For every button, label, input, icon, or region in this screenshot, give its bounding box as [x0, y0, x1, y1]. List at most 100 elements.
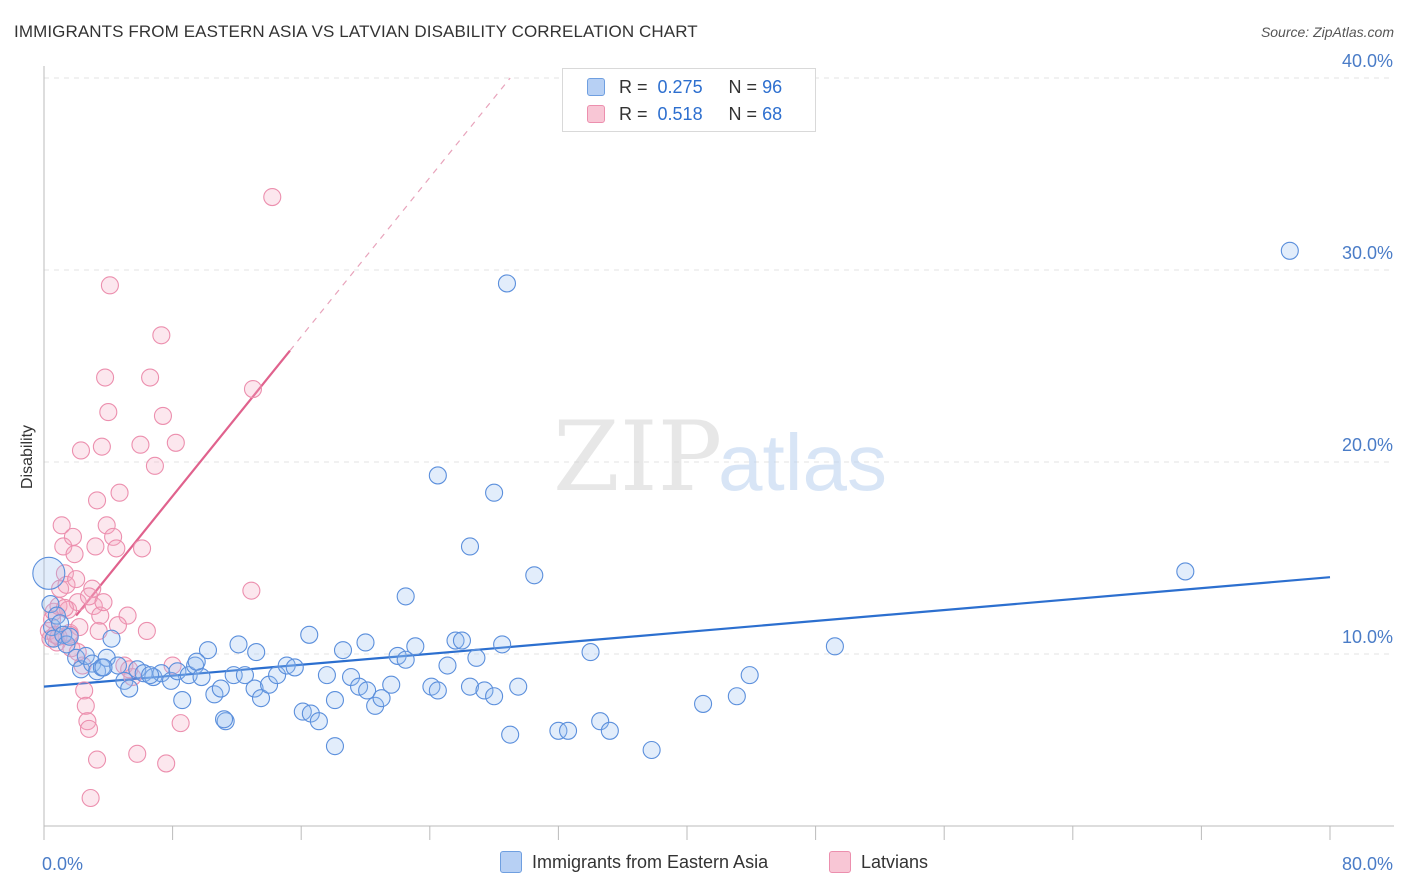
eastern-asia-point [446, 631, 465, 650]
latvians-point [171, 714, 190, 733]
watermark-atlas: atlas [718, 418, 887, 507]
latvians-point [52, 516, 71, 535]
eastern-asia-point [493, 635, 512, 654]
latvians-trend-line [75, 349, 291, 617]
legend-item-latvians: Latvians [829, 851, 928, 873]
legend-label-latvians: Latvians [861, 851, 929, 872]
eastern-asia-point [485, 687, 504, 706]
eastern-asia-point [32, 556, 66, 590]
eastern-asia-point [372, 689, 391, 708]
eastern-asia-point [356, 633, 375, 652]
eastern-asia-point [317, 666, 336, 685]
latvians-point [243, 379, 263, 399]
latvians-point [76, 696, 95, 715]
latvians-point [242, 581, 261, 600]
latvians-point [92, 437, 111, 456]
eastern-asia-point [333, 641, 353, 660]
latvians-trend-extension [289, 77, 511, 352]
axes [43, 66, 1394, 840]
latvians-point [97, 516, 116, 535]
eastern-asia-point [187, 652, 206, 671]
latvians-point [131, 435, 150, 454]
eastern-asia-point [366, 696, 385, 715]
eastern-asia-point [475, 681, 494, 700]
latvians-point [65, 545, 84, 564]
eastern-asia-point [694, 694, 713, 713]
eastern-asia-point [642, 740, 661, 760]
legend-swatch-pink [587, 105, 605, 123]
eastern-asia-point [509, 677, 528, 696]
eastern-asia-point [358, 681, 377, 700]
legend-n-label: N = [728, 103, 758, 124]
legend-item-eastern-asia: Immigrants from Eastern Asia [500, 851, 768, 873]
eastern-asia-point [406, 637, 425, 656]
latvians-point [87, 491, 107, 510]
legend-n-label: N = [728, 76, 758, 97]
eastern-asia-point [134, 664, 153, 683]
eastern-asia-point [247, 643, 266, 662]
eastern-asia-point [467, 648, 486, 667]
legend-swatch-blue [500, 851, 522, 873]
legend-swatch-pink [829, 851, 851, 873]
latvians-point [128, 744, 147, 763]
eastern-asia-point [600, 721, 619, 740]
stats-legend: R = 0.275 N = 96 R = 0.518 N = 68 [562, 68, 816, 132]
legend-r-value: 0.518 [657, 103, 703, 124]
legend-n-value: 68 [762, 103, 783, 124]
y-axis-label: Disability [19, 425, 36, 489]
latvians-point [81, 788, 100, 808]
grid-lines [44, 77, 1394, 655]
latvians-point [166, 433, 185, 452]
legend-row-latvians: R = 0.518 N = 68 [587, 102, 782, 126]
eastern-asia-point [460, 537, 480, 556]
eastern-asia-point [102, 629, 121, 648]
eastern-asia-point [235, 666, 254, 685]
legend-n-value: 96 [762, 76, 783, 97]
eastern-asia-point [214, 710, 234, 729]
latvians-point [57, 575, 76, 594]
latvians-point [63, 527, 82, 546]
latvians-point [59, 600, 78, 619]
legend-r-label: R = [619, 103, 648, 124]
eastern-asia-point [173, 691, 192, 710]
y-tick-label: 20.0% [1342, 435, 1393, 455]
eastern-asia-point [251, 689, 271, 708]
latvians-point [118, 606, 137, 625]
eastern-asia-point [525, 566, 544, 585]
latvians-point [75, 681, 94, 700]
eastern-asia-point [245, 679, 264, 698]
chart-title: IMMIGRANTS FROM EASTERN ASIA VS LATVIAN … [14, 22, 698, 41]
latvians-point [94, 593, 113, 612]
eastern-asia-point [325, 737, 345, 756]
eastern-asia-point [428, 466, 447, 485]
eastern-asia-point [501, 725, 520, 744]
legend-label-eastern-asia: Immigrants from Eastern Asia [532, 851, 769, 872]
latvians-point [70, 618, 89, 637]
latvians-point [67, 570, 86, 589]
legend-r-value: 0.275 [657, 76, 703, 97]
eastern-asia-point [309, 712, 328, 731]
latvians-point [263, 187, 282, 207]
latvians-point [96, 368, 115, 387]
latvians-point [145, 456, 164, 475]
eastern-asia-trend-line [43, 576, 1331, 688]
eastern-asia-point [727, 687, 746, 706]
latvians-point [133, 539, 152, 558]
eastern-asia-point [94, 658, 113, 677]
latvians-point [153, 406, 173, 425]
latvians-point [71, 441, 91, 460]
eastern-asia-point [76, 646, 95, 665]
latvians-point [91, 606, 110, 625]
eastern-asia-point [141, 666, 160, 685]
latvians-point [78, 712, 97, 731]
source-label: Source: ZipAtlas.com [1260, 24, 1394, 40]
y-tick-label: 10.0% [1342, 627, 1393, 647]
eastern-asia-point [558, 721, 578, 740]
latvians-point [137, 621, 156, 641]
eastern-asia-point [120, 679, 139, 698]
latvians-point [86, 537, 105, 556]
latvians-point [79, 719, 99, 738]
tick-labels: 10.0% 20.0% 30.0% 40.0% 0.0% 80.0% [42, 51, 1393, 874]
latvians-points [39, 187, 282, 808]
eastern-asia-point [452, 631, 472, 650]
